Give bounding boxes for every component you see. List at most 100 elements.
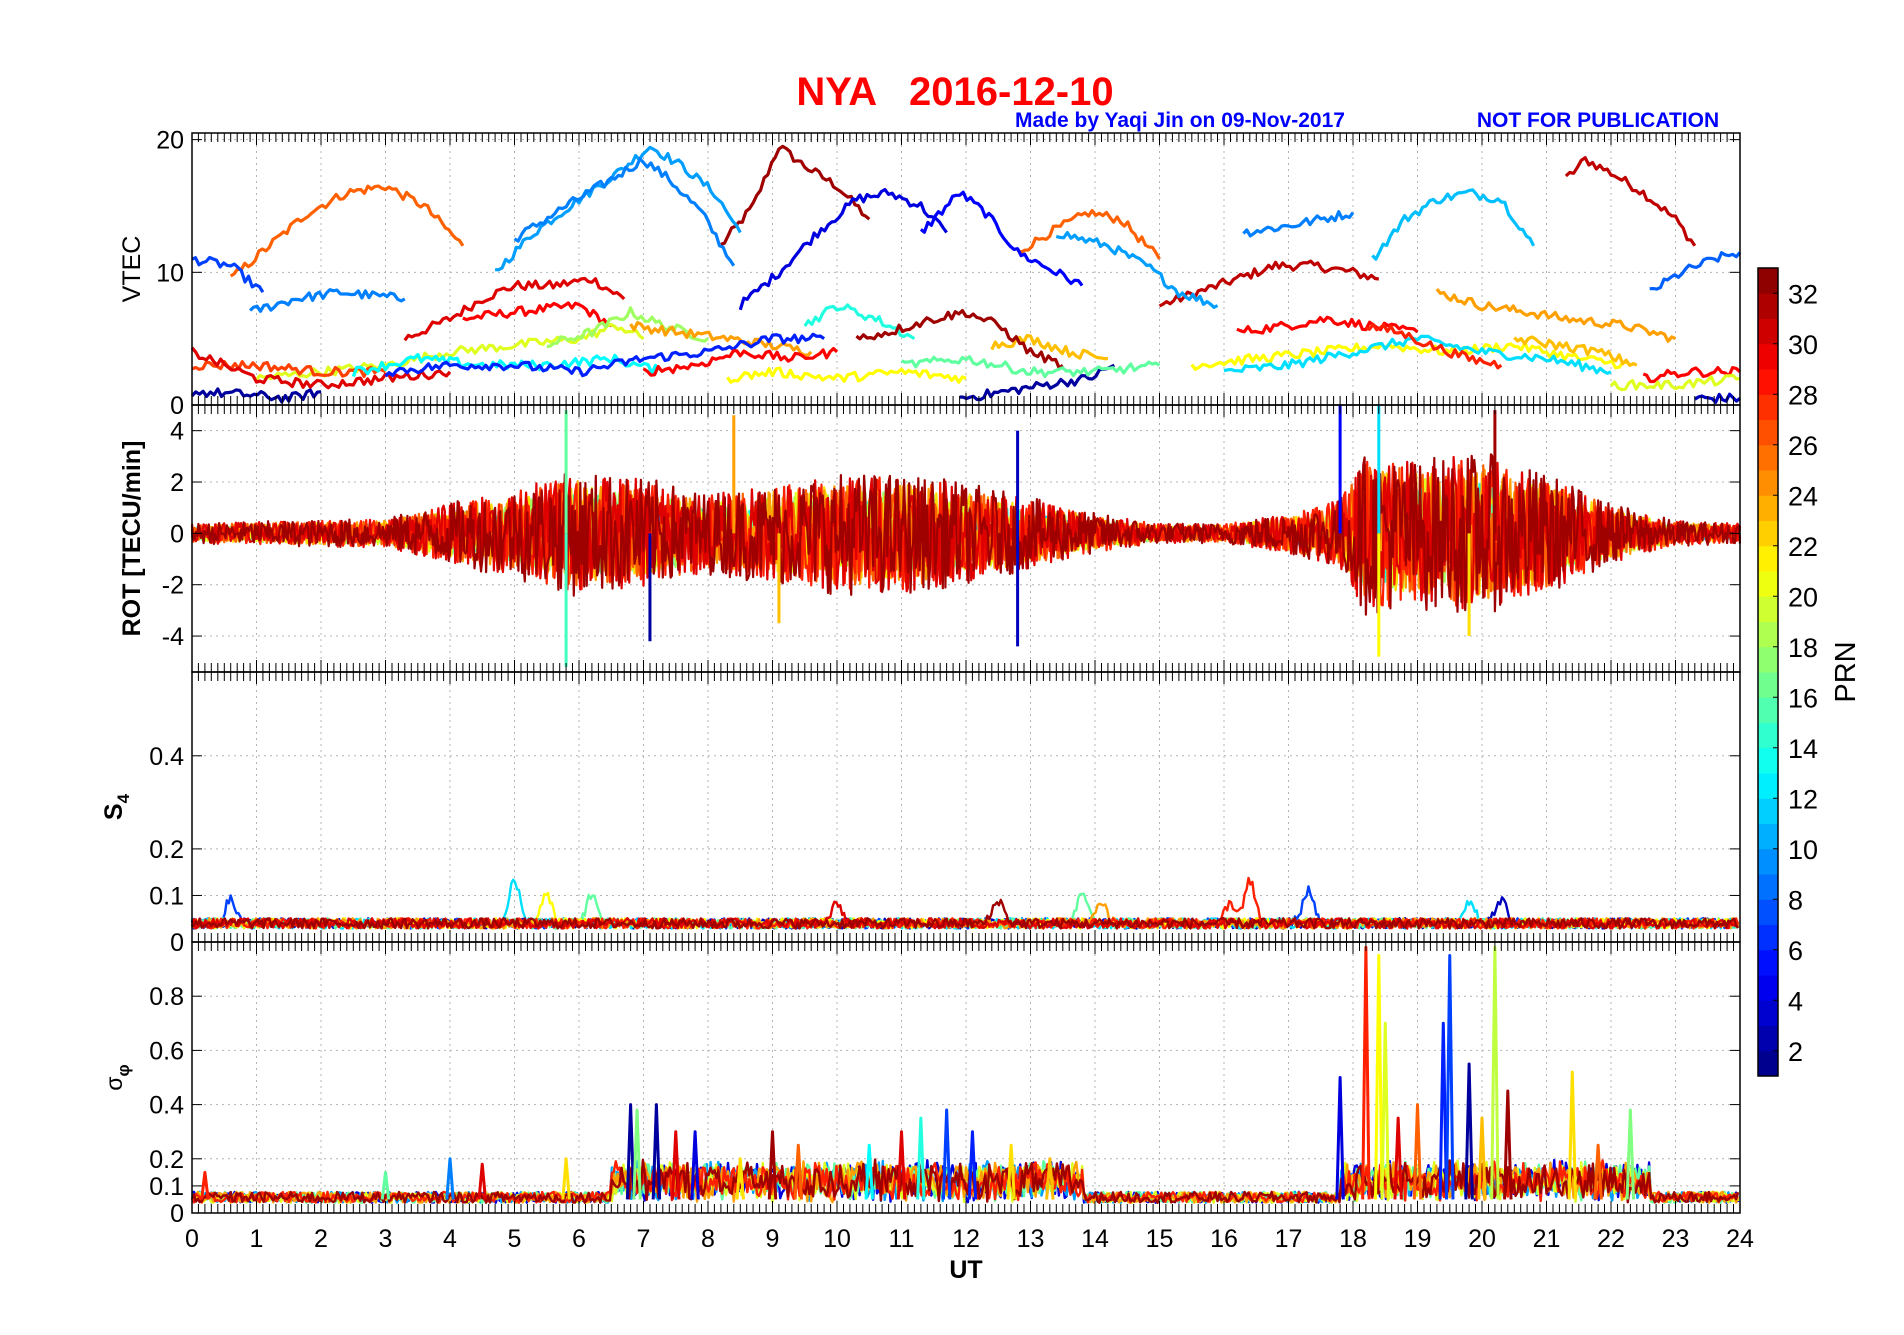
sigma-spike (1374, 954, 1384, 1200)
x-tick-label: 6 (572, 1225, 586, 1253)
y-tick-label: 0.1 (149, 882, 184, 910)
sigma-spike (1380, 1021, 1390, 1200)
colorbar-tick-label: 18 (1788, 633, 1818, 663)
colorbar-band (1758, 646, 1778, 673)
colorbar-band (1758, 343, 1778, 370)
x-tick-label: 5 (508, 1225, 522, 1253)
panel-vtec: 0 10 20 VTEC (118, 127, 1742, 420)
sigma-spike (1477, 1116, 1487, 1200)
sigma-spike (625, 1103, 636, 1200)
colorbar-band (1758, 874, 1778, 900)
colorbar-band (1758, 747, 1778, 774)
y-tick-label: 2 (170, 469, 184, 497)
panel-rot: -4 -2 0 2 4 ROT [TECU/min] (118, 404, 1742, 673)
vtec-trace-prn-7 (191, 255, 265, 294)
colorbar-tick-label: 20 (1788, 582, 1818, 612)
y-tick-label: 0.2 (149, 836, 184, 864)
x-tick-label: 21 (1533, 1225, 1561, 1253)
sigma-spike (735, 1157, 745, 1200)
colorbar-tick-label: 4 (1788, 986, 1803, 1016)
colorbar-tick-label: 26 (1788, 431, 1818, 461)
x-tick-label: 10 (823, 1225, 851, 1253)
x-tick-label: 0 (185, 1225, 199, 1253)
vtec-trace-prn-23 (990, 334, 1108, 361)
sigma-spike (1625, 1108, 1636, 1200)
colorbar-tick-label: 8 (1788, 885, 1803, 915)
colorbar-band (1758, 949, 1778, 976)
x-tick-label: 14 (1081, 1225, 1109, 1253)
sigma-spike (967, 1130, 978, 1200)
colorbar-band (1758, 419, 1778, 446)
vtec-trace-prn-12 (1223, 334, 1612, 375)
colorbar-tick-label: 30 (1788, 330, 1818, 360)
x-minor-ticks (191, 133, 1741, 405)
vtec-trace-prn-2 (959, 363, 1115, 402)
vtec-trace-prn-9 (513, 157, 736, 267)
colorbar-label: PRN (1830, 641, 1862, 702)
colorbar-tick-label: 12 (1788, 784, 1818, 814)
colorbar-tick-label: 32 (1788, 279, 1818, 309)
y-tick-label: 0.1 (149, 1173, 184, 1201)
colorbar-band (1758, 899, 1778, 925)
rot-trace-prn-32 (190, 453, 1742, 616)
x-tick-label: 3 (379, 1225, 393, 1253)
y-tick-label: 0.4 (149, 1092, 184, 1120)
sigma-spike (896, 1130, 907, 1200)
sigma-spike (1412, 1103, 1423, 1200)
vtec-trace-prn-18 (546, 306, 709, 349)
colorbar-band (1758, 924, 1778, 951)
vtec-trace-prn-29 (1236, 315, 1419, 335)
vtec-trace-prn-20 (1609, 373, 1741, 392)
sigma-spike (477, 1162, 487, 1200)
vtec-trace-prn-32 (720, 144, 871, 246)
sigma-spike (1445, 954, 1455, 1200)
sigma-spike (1593, 1143, 1603, 1200)
y-tick-label: 0 (170, 520, 184, 548)
axes-box-vtec (191, 132, 1741, 406)
x-tick-label: 1 (250, 1225, 264, 1253)
colorbar-band (1758, 318, 1778, 345)
colorbar-band (1758, 975, 1778, 1001)
sigma-spike (1045, 1157, 1055, 1200)
colorbar-band (1758, 1000, 1778, 1026)
y-tick-label: 0 (170, 929, 184, 957)
colorbar-band (1758, 823, 1778, 850)
colorbar-band (1758, 520, 1778, 547)
vtec-trace-prn-14 (803, 303, 916, 341)
y-tick-label: 0.6 (149, 1037, 184, 1065)
x-tick-label: 19 (1404, 1225, 1432, 1253)
vtec-trace-prn-8 (1649, 251, 1742, 291)
y-tick-label: 0 (170, 392, 184, 420)
vtec-trace-prn-26 (1016, 209, 1161, 260)
sigma-spike (1567, 1070, 1578, 1200)
vtec-trace-prn-29 (1642, 366, 1742, 384)
y-axis-label: S4 (100, 793, 133, 820)
colorbar-band (1758, 293, 1778, 319)
x-tick-label: 9 (766, 1225, 780, 1253)
colorbar-band (1758, 571, 1778, 597)
vtec-trace-prn-10 (495, 145, 742, 272)
vtec-trace-prn-5 (919, 190, 1084, 287)
vtec-trace-prn-29 (462, 301, 612, 327)
colorbar-band (1758, 697, 1778, 723)
sigma-spike (1464, 1062, 1474, 1200)
colorbar-band (1758, 369, 1778, 395)
sigma-spike (767, 1130, 778, 1200)
x-tick-label: 24 (1726, 1225, 1754, 1253)
colorbar-tick-label: 14 (1788, 734, 1818, 764)
y-tick-label: -4 (162, 623, 184, 651)
x-minor-ticks (191, 672, 1741, 942)
y-tick-label: 0.4 (149, 743, 184, 771)
x-tick-label: 23 (1662, 1225, 1690, 1253)
sigma-spike (916, 1116, 926, 1200)
colorbar-tick-label: 10 (1788, 835, 1818, 865)
vtec-trace-prn-29 (642, 347, 839, 377)
colorbar-tick-label: 28 (1788, 380, 1818, 410)
colorbar-tick-label: 22 (1788, 532, 1818, 562)
sigma-spike (632, 1108, 642, 1200)
vtec-trace-prn-32 (855, 309, 1064, 370)
vtec-trace-prn-11 (1371, 188, 1536, 261)
vtec-trace-prn-26 (229, 184, 465, 278)
